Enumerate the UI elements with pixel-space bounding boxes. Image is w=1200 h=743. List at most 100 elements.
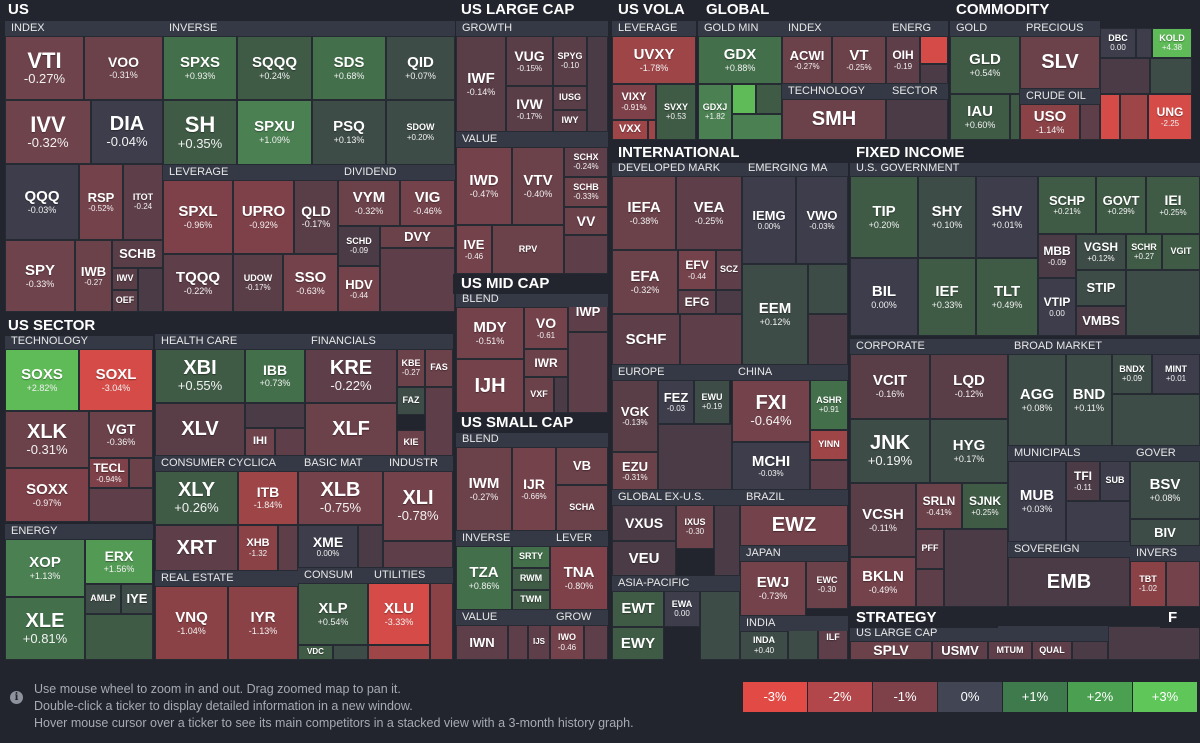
tile-soxl[interactable]: SOXL -3.04% [79,349,153,411]
tile-vgit[interactable]: VGIT [1162,234,1200,270]
tile-xle[interactable]: XLE +0.81% [5,597,85,660]
tile-unlabeled[interactable] [1126,270,1200,336]
tile-uso[interactable]: USO -1.14% [1020,104,1080,140]
tile-bsv[interactable]: BSV +0.08% [1130,461,1200,519]
tile-upro[interactable]: UPRO -0.92% [233,180,294,254]
tile-unlabeled[interactable] [430,583,453,660]
tile-bil[interactable]: BIL 0.00% [850,258,918,336]
tile-iye[interactable]: IYE [121,584,153,614]
tile-unlabeled[interactable] [886,99,948,140]
tile-tbt[interactable]: TBT -1.02 [1130,561,1166,607]
tile-unlabeled[interactable] [714,505,740,576]
tile-vxf[interactable]: VXF [524,377,554,413]
tile-unlabeled[interactable] [716,290,742,314]
tile-mtum[interactable]: MTUM [988,641,1032,660]
tile-unlabeled[interactable] [138,268,163,312]
tile-unlabeled[interactable] [808,264,848,314]
tile-sso[interactable]: SSO -0.63% [283,254,338,312]
tile-stip[interactable]: STIP [1076,270,1126,306]
tile-oef[interactable]: OEF [112,290,138,312]
tile-unlabeled[interactable] [278,525,298,571]
tile-tna[interactable]: TNA -0.80% [550,546,608,610]
tile-vgsh[interactable]: VGSH +0.12% [1076,234,1126,270]
tile-vym[interactable]: VYM -0.32% [338,180,400,226]
tile-unlabeled[interactable] [85,614,153,660]
tile-qid[interactable]: QID +0.07% [386,36,455,100]
tile-unlabeled[interactable] [1066,501,1130,542]
tile-vea[interactable]: VEA -0.25% [676,176,742,250]
tile-vxx[interactable]: VXX [612,120,648,140]
tile-psq[interactable]: PSQ +0.13% [312,100,386,165]
tile-unlabeled[interactable] [1112,394,1200,446]
tile-xlu[interactable]: XLU -3.33% [368,583,430,645]
tile-xlv[interactable]: XLV [155,403,245,456]
tile-veu[interactable]: VEU [612,541,676,576]
tile-sqqq[interactable]: SQQQ +0.24% [237,36,312,100]
tile-udow[interactable]: UDOW -0.17% [233,254,283,312]
tile-schf[interactable]: SCHF [612,314,680,365]
tile-mbb[interactable]: MBB -0.09 [1038,234,1076,278]
tile-vo[interactable]: VO -0.61 [524,307,568,349]
tile-unlabeled[interactable] [810,460,848,490]
tile-unlabeled[interactable] [245,403,305,428]
tile-ewa[interactable]: EWA 0.00 [664,591,700,627]
tile-spxs[interactable]: SPXS +0.93% [163,36,237,100]
tile-acwi[interactable]: ACWI -0.27% [782,36,832,84]
tile-iwo[interactable]: IWO -0.46 [550,625,584,660]
tile-unlabeled[interactable] [1108,626,1200,660]
tile-kre[interactable]: KRE -0.22% [305,349,397,403]
tile-xlp[interactable]: XLP +0.54% [298,583,368,645]
tile-faz[interactable]: FAZ [397,387,425,415]
tile-gdxj[interactable]: GDXJ +1.82 [698,84,732,140]
tile-schr[interactable]: SCHR +0.27 [1126,234,1162,270]
heatmap[interactable]: VTI -0.27% VOO -0.31% IVV -0.32% DIA -0.04% QQQ -… [0,0,1200,662]
tile-rsp[interactable]: RSP -0.52% [79,164,123,240]
tile-ief[interactable]: IEF +0.33% [918,258,976,336]
tile-mint[interactable]: MINT +0.01 [1152,354,1200,394]
tile-inda[interactable]: INDA +0.40 [740,631,788,660]
tile-vb[interactable]: VB [556,447,608,485]
tile-schx[interactable]: SCHX -0.24% [564,147,608,177]
tile-voo[interactable]: VOO -0.31% [84,36,163,100]
tile-ewy[interactable]: EWY [612,627,664,660]
tile-unlabeled[interactable] [554,377,568,413]
tile-iusg[interactable]: IUSG [553,86,587,110]
tile-efa[interactable]: EFA -0.32% [612,250,678,314]
tile-xly[interactable]: XLY +0.26% [155,471,238,525]
tile-usmv[interactable]: USMV [932,641,988,660]
tile-ashr[interactable]: ASHR +0.91 [810,380,848,430]
tile-ijr[interactable]: IJR -0.66% [512,447,556,531]
tile-iwv[interactable]: IWV [112,268,138,290]
tile-tlt[interactable]: TLT +0.49% [976,258,1038,336]
tile-ixus[interactable]: IXUS -0.30 [676,505,714,549]
tile-tfi[interactable]: TFI -0.11 [1066,461,1100,501]
tile-rwm[interactable]: RWM [512,568,550,590]
tile-ijh[interactable]: IJH [456,359,524,413]
tile-vtip[interactable]: VTIP 0.00 [1038,278,1076,336]
tile-lqd[interactable]: LQD -0.12% [930,354,1008,419]
tile-tecl[interactable]: TECL -0.94% [89,458,129,488]
tile-ibb[interactable]: IBB +0.73% [245,349,305,403]
tile-kie[interactable]: KIE [397,430,425,456]
tile-sub[interactable]: SUB [1100,461,1130,501]
tile-unlabeled[interactable] [1072,641,1108,660]
tile-vxus[interactable]: VXUS [612,505,676,541]
tile-ihi[interactable]: IHI [245,428,275,456]
tile-vig[interactable]: VIG -0.46% [400,180,455,226]
tile-iyr[interactable]: IYR -1.13% [228,586,298,660]
tile-unlabeled[interactable] [275,428,305,456]
tile-unlabeled[interactable] [425,387,453,456]
tile-qual[interactable]: QUAL [1032,641,1072,660]
tile-unlabeled[interactable] [89,488,153,522]
tile-sds[interactable]: SDS +0.68% [312,36,386,100]
tile-unlabeled[interactable] [920,64,948,84]
tile-scha[interactable]: SCHA [556,485,608,531]
tile-unlabeled[interactable] [756,84,782,114]
tile-unlabeled[interactable] [1010,94,1020,140]
tile-vtv[interactable]: VTV -0.40% [512,147,564,225]
tile-vcit[interactable]: VCIT -0.16% [850,354,930,419]
tile-unlabeled[interactable] [564,235,608,274]
tile-splv[interactable]: SPLV [850,641,932,660]
tile-fas[interactable]: FAS [425,349,453,387]
tile-unlabeled[interactable] [808,314,848,365]
